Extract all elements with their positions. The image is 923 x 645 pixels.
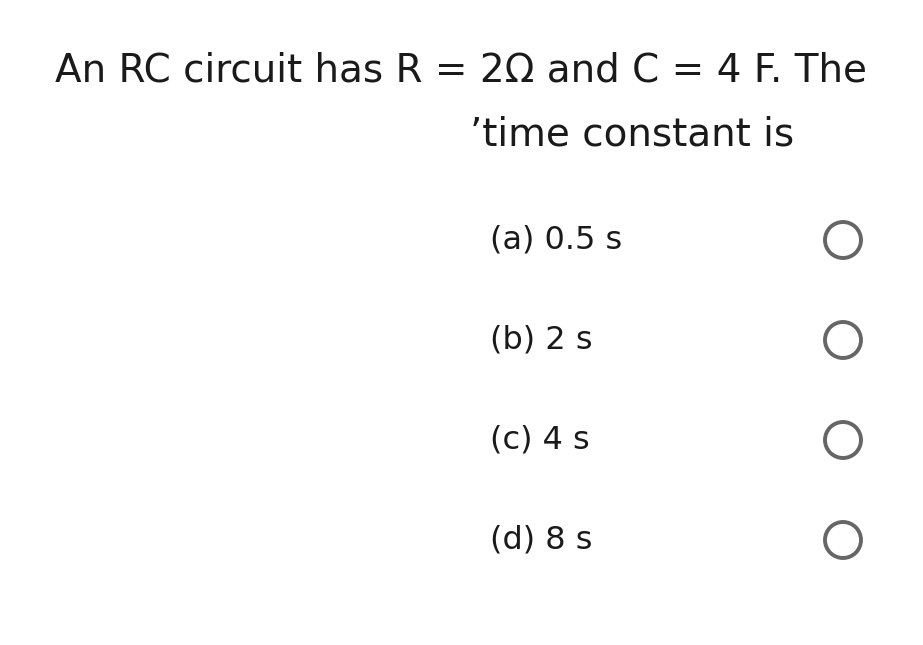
Text: An RC circuit has R = 2Ω and C = 4 F. The: An RC circuit has R = 2Ω and C = 4 F. Th…	[55, 52, 867, 90]
Text: (b) 2 s: (b) 2 s	[490, 324, 593, 355]
Text: (d) 8 s: (d) 8 s	[490, 524, 593, 555]
Text: (a) 0.5 s: (a) 0.5 s	[490, 224, 622, 255]
Text: (c) 4 s: (c) 4 s	[490, 424, 590, 455]
Text: ʼtime constant is: ʼtime constant is	[470, 115, 794, 153]
